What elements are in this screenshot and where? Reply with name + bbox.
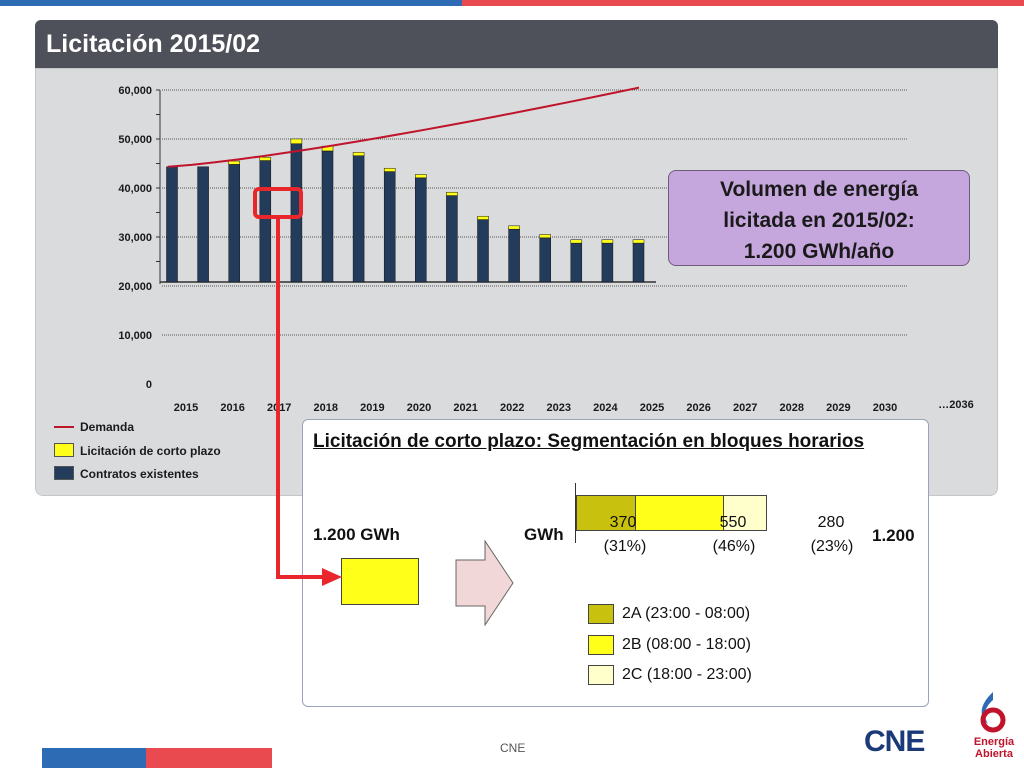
top-accent-red (462, 0, 1024, 6)
demand-line (167, 86, 640, 168)
bar-corto (632, 239, 645, 244)
x-tick-label: 2021 (453, 402, 477, 414)
bar-corto (415, 174, 427, 179)
bar-contratos (259, 160, 272, 283)
x-tick-label: 2030 (873, 402, 897, 414)
page-title: Licitación 2015/02 (46, 30, 261, 58)
bar-contratos (352, 155, 365, 283)
logo2-line1: Energía (973, 736, 1015, 748)
key-label-2a: 2A (23:00 - 08:00) (622, 605, 751, 622)
segment-2b-value: 550 (719, 514, 747, 531)
bar-corto (352, 152, 365, 157)
energia-abierta-logo-text: Energía Abierta (966, 736, 1022, 760)
logo2-line2: Abierta (975, 748, 1013, 760)
total-value: 1.200 (872, 526, 915, 545)
bar-corto (570, 239, 583, 244)
x-tick-label: 2019 (360, 402, 384, 414)
demanda-swatch (54, 426, 74, 428)
highlight-box (253, 187, 303, 219)
bar-contratos (321, 150, 334, 283)
x-tick-label: 2020 (407, 402, 431, 414)
x-tick-label: 2018 (314, 402, 338, 414)
arrow-right-icon (455, 540, 514, 626)
segment-2a-value: 370 (609, 514, 637, 531)
contratos-swatch (54, 466, 74, 480)
legend-label-demanda: Demanda (80, 420, 135, 434)
y-tick-label: 20,000 (118, 281, 152, 293)
key-swatch-2a (588, 604, 614, 624)
bar-contratos (570, 242, 583, 283)
bar-contratos (477, 219, 489, 283)
connector-arrowhead (322, 568, 342, 586)
bar-contratos (228, 164, 240, 283)
segmentation-title: Licitación de corto plazo: Segmentación … (313, 431, 865, 452)
top-accent-blue (0, 0, 462, 6)
bar-contratos (415, 177, 427, 283)
bar-corto (539, 234, 551, 239)
bar-corto (259, 156, 272, 161)
bar-contratos (632, 242, 645, 283)
key-label-2c: 2C (18:00 - 23:00) (622, 666, 752, 683)
key-label-2b: 2B (08:00 - 18:00) (622, 636, 751, 653)
y-tick-label: 40,000 (118, 183, 152, 195)
volume-callout: Volumen de energía licitada en 2015/02: … (668, 170, 970, 266)
x-tick-label-extra: …2036 (938, 399, 973, 411)
x-tick-label: 2024 (593, 402, 618, 414)
legend-label-corto: Licitación de corto plazo (80, 444, 221, 458)
segment-2b-pct: (46%) (712, 538, 756, 555)
y-tick-label: 0 (146, 379, 152, 391)
bar-contratos (197, 166, 209, 283)
segment-axis (575, 483, 576, 543)
y-tick-label: 50,000 (118, 134, 152, 146)
connector-horizontal (276, 575, 328, 579)
x-tick-label: 2025 (640, 402, 664, 414)
energia-abierta-logo-icon (980, 692, 1006, 733)
segment-2a (576, 495, 636, 531)
x-tick-label: 2028 (780, 402, 804, 414)
footer-text: CNE (500, 741, 526, 755)
segment-2c-pct: (23%) (810, 538, 854, 555)
x-tick-label: 2015 (174, 402, 198, 414)
bar-corto (601, 239, 614, 244)
bottom-accent-red (146, 748, 272, 768)
gwh-axis-label: GWh (524, 525, 564, 544)
bar-contratos (446, 195, 458, 283)
bottom-accent-blue (42, 748, 146, 768)
segment-2a-pct: (31%) (603, 538, 647, 555)
segment-2c-value: 280 (817, 514, 845, 531)
bar-corto (290, 138, 303, 145)
x-tick-label: 2016 (220, 402, 244, 414)
y-tick-label: 30,000 (118, 232, 152, 244)
callout-line-1: Volumen de energía (720, 178, 918, 201)
cne-logo: CNE (864, 725, 925, 758)
bar-contratos (601, 242, 614, 283)
legend-label-contratos: Contratos existentes (80, 467, 199, 481)
x-tick-label: 2029 (826, 402, 850, 414)
bar-contratos (166, 166, 178, 283)
title-bar (35, 20, 998, 68)
total-gwh-label: 1.200 GWh (313, 525, 400, 544)
y-tick-label: 10,000 (118, 330, 152, 342)
x-tick-label: 2027 (733, 402, 757, 414)
callout-line-2: licitada en 2015/02: (723, 209, 915, 232)
bar-contratos (508, 228, 520, 283)
segment-2c (723, 495, 767, 531)
connector-vertical (276, 219, 280, 577)
x-tick-label: 2023 (547, 402, 571, 414)
x-tick-label: 2026 (686, 402, 710, 414)
bar-corto (383, 167, 396, 172)
key-swatch-2c (588, 665, 614, 685)
bar-corto (477, 215, 489, 220)
bar-corto (508, 225, 520, 230)
corto-swatch (54, 443, 74, 457)
bar-corto (446, 191, 458, 196)
x-tick-label: 2022 (500, 402, 524, 414)
key-swatch-2b (588, 635, 614, 655)
bar-contratos (539, 237, 551, 283)
total-block (341, 558, 419, 605)
y-tick-label: 60,000 (118, 85, 152, 97)
bar-contratos (383, 171, 396, 283)
bar-corto (228, 160, 240, 165)
callout-line-3: 1.200 GWh/año (743, 240, 895, 263)
